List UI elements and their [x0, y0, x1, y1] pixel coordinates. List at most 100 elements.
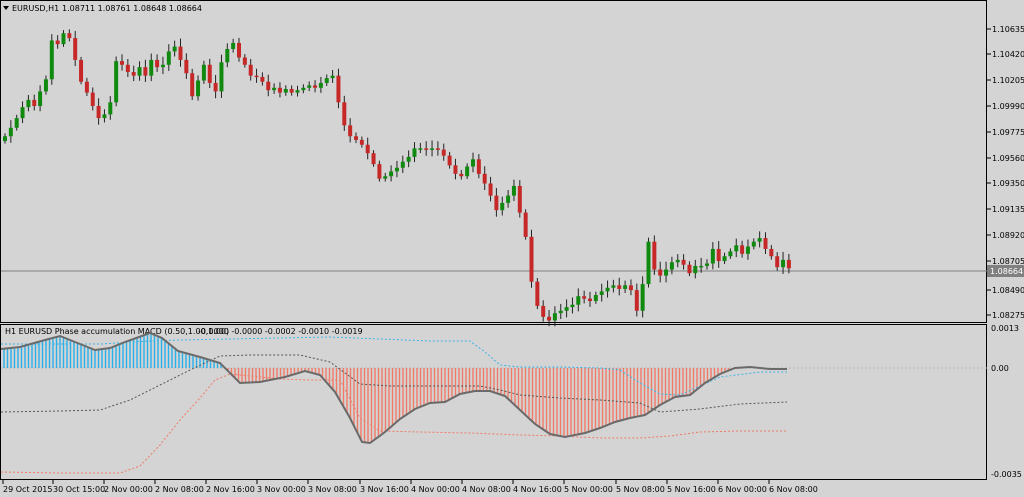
bull-candle [219, 62, 224, 92]
bull-candle [301, 87, 306, 91]
bear-candle [541, 305, 546, 317]
bear-candle [529, 236, 534, 282]
price-tick: 1.09135 [987, 205, 1024, 214]
bull-candle [20, 107, 25, 119]
bear-candle [547, 316, 552, 321]
bear-candle [769, 248, 774, 257]
bear-candle [125, 64, 130, 73]
bear-candle [517, 185, 522, 213]
bear-candle [313, 85, 318, 88]
time-tick: 2 Nov 16:00 [205, 480, 255, 494]
bear-candle [213, 82, 218, 92]
bear-candle [348, 125, 353, 137]
svg-text:2 Nov 00:00: 2 Nov 00:00 [104, 485, 153, 494]
bear-candle [482, 173, 487, 184]
bull-candle [3, 136, 7, 142]
bear-candle [681, 259, 686, 265]
bear-candle [658, 269, 663, 276]
bear-candle [582, 296, 587, 299]
bull-candle [728, 251, 733, 257]
bull-candle [593, 295, 598, 302]
bear-candle [155, 59, 160, 68]
bear-candle [336, 75, 341, 103]
svg-text:5 Nov 08:00: 5 Nov 08:00 [616, 485, 665, 494]
time-tick: 4 Nov 00:00 [410, 480, 460, 494]
bull-candle [26, 99, 31, 108]
bear-candle [775, 256, 780, 268]
svg-text:1.08490: 1.08490 [992, 286, 1024, 295]
bear-candle [79, 59, 84, 82]
bear-candle [67, 33, 72, 39]
macd-line [0, 331, 787, 445]
indicator-title: H1 EURUSD Phase accumulation MACD (0.50,… [5, 327, 229, 336]
time-tick: 4 Nov 16:00 [512, 480, 562, 494]
bear-candle [435, 148, 440, 150]
bull-candle [383, 176, 388, 179]
bear-candle [453, 165, 458, 174]
svg-text:6 Nov 00:00: 6 Nov 00:00 [718, 485, 767, 494]
bear-candle [371, 153, 376, 165]
price-tick: 1.09990 [987, 102, 1024, 111]
bull-candle [611, 285, 616, 288]
bear-candle [763, 238, 768, 249]
bear-candle [359, 139, 364, 145]
bull-candle [418, 148, 423, 150]
bear-candle [488, 183, 493, 196]
price-tick: 1.08275 [987, 311, 1024, 320]
dropdown-arrow-icon[interactable] [3, 6, 9, 10]
svg-text:3 Nov 16:00: 3 Nov 16:00 [360, 485, 409, 494]
bull-candle [506, 195, 511, 203]
symbol-title: EURUSD,H1 [12, 4, 59, 13]
bear-candle [494, 195, 499, 211]
bull-candle [330, 75, 335, 79]
indicator-axis-label: 0.00 [991, 364, 1009, 373]
price-tick: 1.10635 [987, 25, 1024, 34]
bull-candle [675, 259, 680, 263]
bull-candle [149, 59, 154, 76]
bull-candle [745, 246, 750, 254]
bull-candle [781, 259, 786, 268]
time-tick: 30 Oct 15:00 [52, 480, 105, 494]
bear-candle [342, 102, 347, 126]
svg-text:5 Nov 16:00: 5 Nov 16:00 [667, 485, 716, 494]
bull-candle [693, 265, 698, 274]
svg-text:1.10420: 1.10420 [992, 50, 1024, 59]
bull-candle [699, 265, 704, 268]
time-tick: 2 Nov 00:00 [103, 480, 153, 494]
svg-text:1.09350: 1.09350 [992, 179, 1024, 188]
time-tick: 3 Nov 16:00 [359, 480, 409, 494]
bull-candle [623, 285, 628, 289]
bull-candle [114, 61, 119, 103]
price-tick: 1.09350 [987, 179, 1024, 188]
bull-candle [710, 248, 715, 264]
signal-line-dark [0, 354, 788, 413]
upper-band-cyan [1, 336, 787, 396]
price-tick: 1.10205 [987, 76, 1024, 85]
price-tick: 1.08490 [987, 286, 1024, 295]
time-axis: 29 Oct 2015 30 Oct 15:00 2 Nov 00:00 2 N… [2, 480, 818, 494]
bull-candle [599, 291, 604, 296]
bear-candle [248, 64, 253, 76]
svg-text:5 Nov 00:00: 5 Nov 00:00 [564, 485, 613, 494]
bear-candle [786, 259, 791, 269]
bull-candle [295, 90, 300, 93]
candlestick-series [3, 29, 791, 327]
bull-candle [705, 263, 709, 266]
bull-candle [471, 159, 475, 167]
bull-candle [751, 241, 756, 247]
time-tick: 5 Nov 16:00 [666, 480, 716, 494]
price-pane-frame [0, 0, 987, 323]
svg-text:1.09775: 1.09775 [992, 128, 1024, 137]
bear-candle [628, 285, 633, 291]
svg-text:4 Nov 08:00: 4 Nov 08:00 [462, 485, 511, 494]
bear-candle [617, 285, 622, 289]
bull-candle [412, 148, 417, 157]
bull-candle [8, 127, 13, 137]
time-tick: 29 Oct 2015 [2, 480, 52, 494]
bull-candle [552, 313, 557, 321]
bear-candle [365, 144, 370, 154]
svg-text:3 Nov 00:00: 3 Nov 00:00 [257, 485, 306, 494]
bear-candle [523, 212, 528, 237]
